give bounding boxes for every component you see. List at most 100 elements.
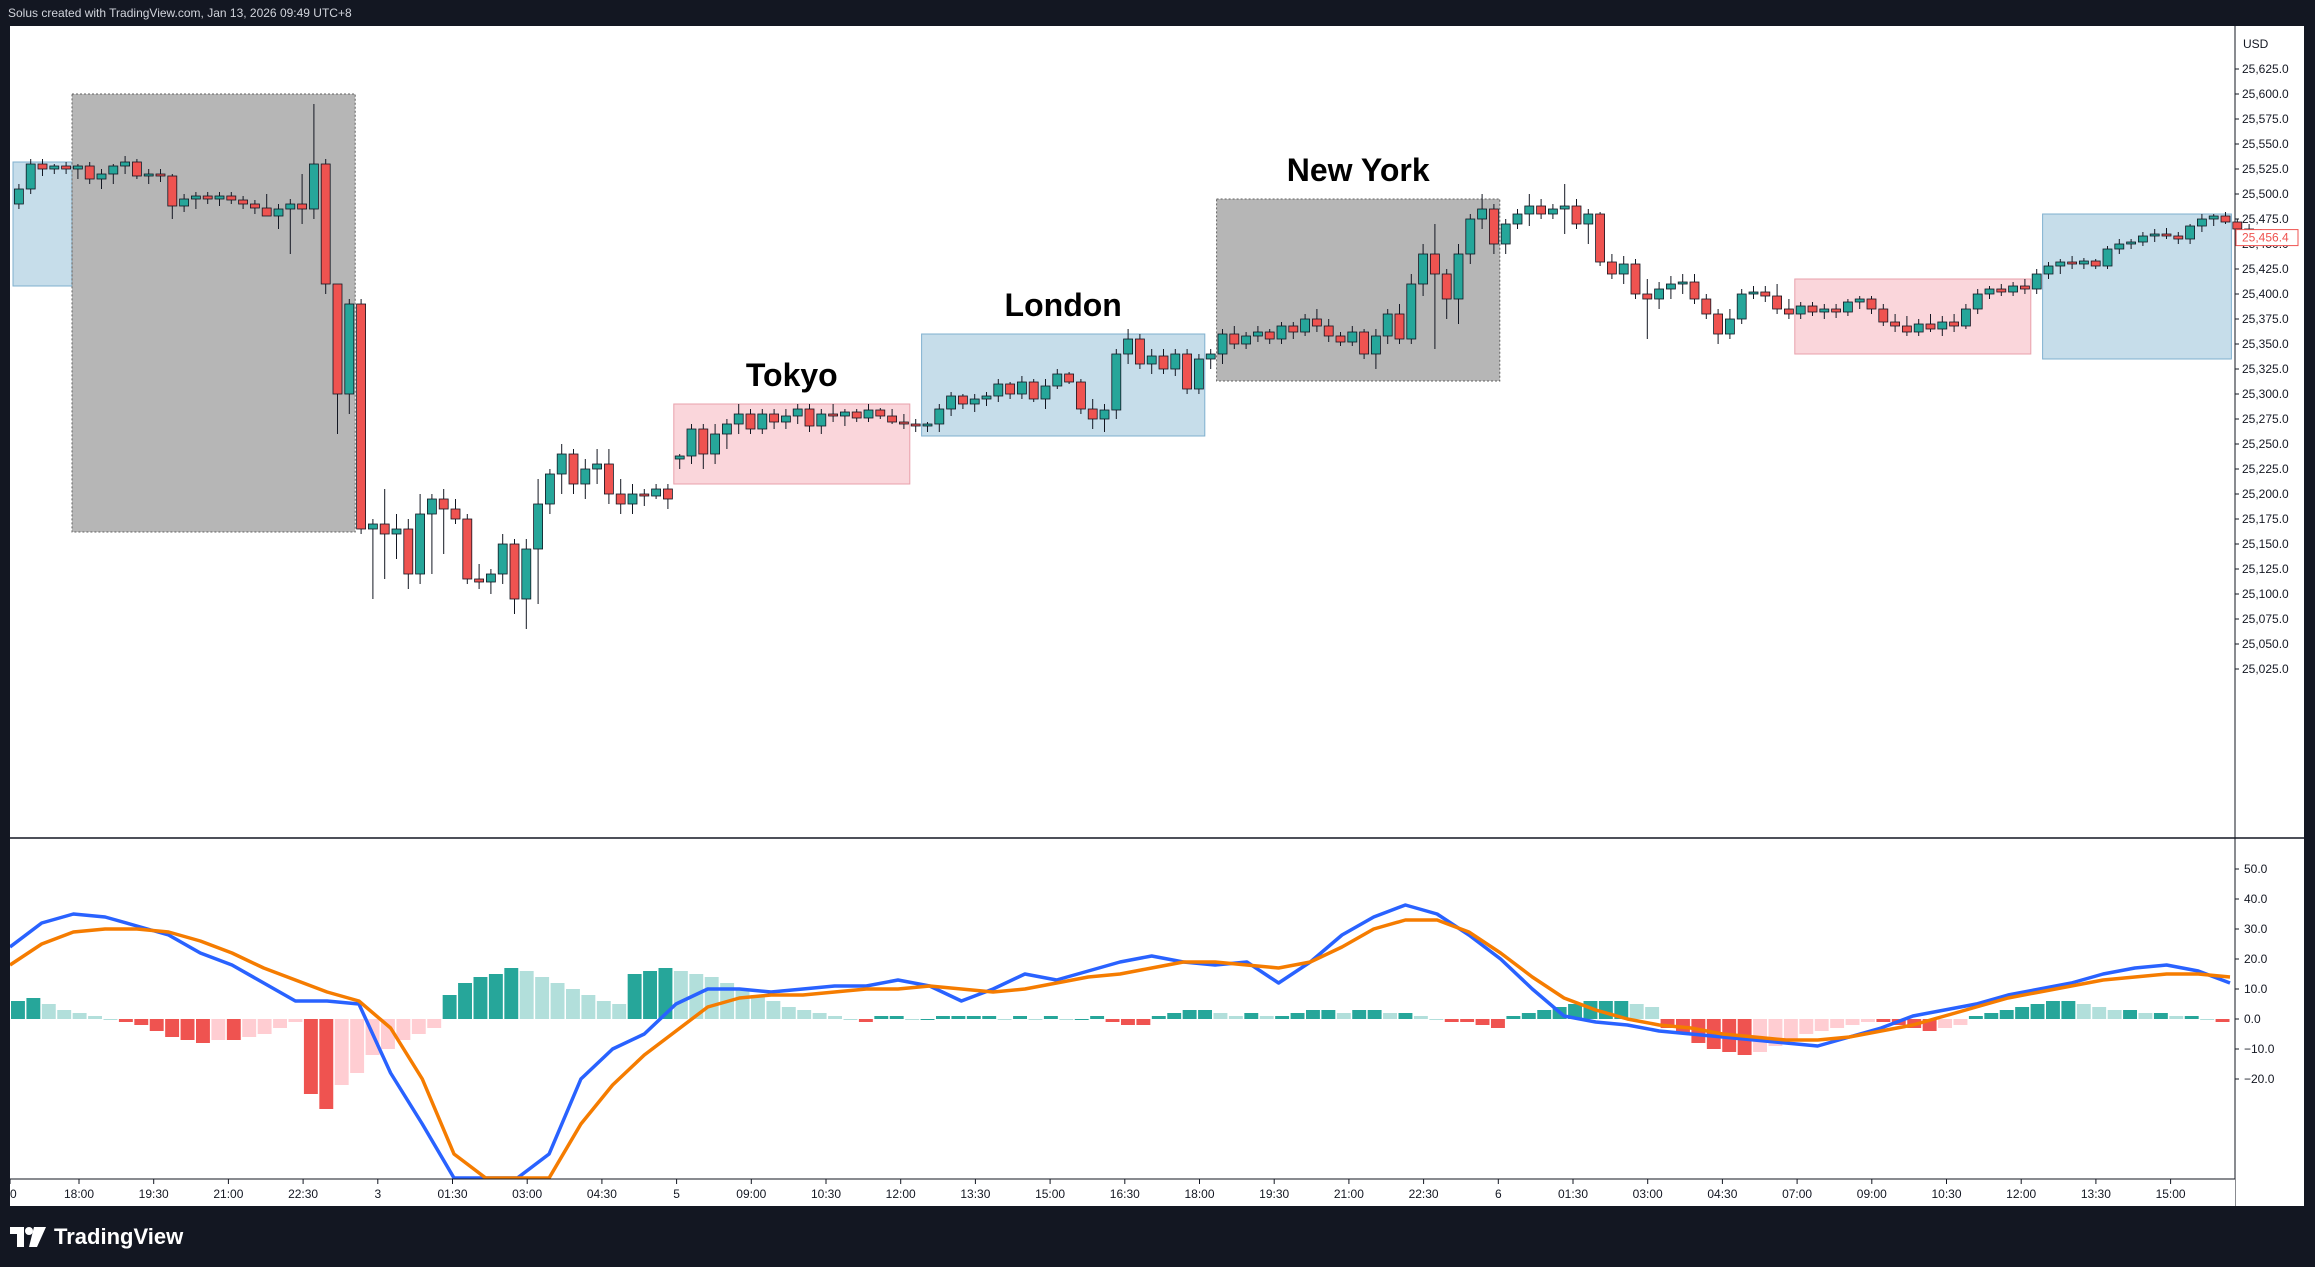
histogram-bar bbox=[1290, 1013, 1305, 1019]
chart-canvas[interactable]: Tokyo London New York USD 25,625.0 25,600.0 25… bbox=[10, 26, 2304, 1206]
time-tick-label: 13:30 bbox=[2081, 1187, 2111, 1201]
time-tick-label: 09:00 bbox=[1857, 1187, 1887, 1201]
candle-body bbox=[828, 413, 838, 417]
histogram-bar bbox=[2184, 1016, 2199, 1019]
time-tick-label: 07:00 bbox=[1782, 1187, 1812, 1201]
histogram-bar bbox=[658, 968, 673, 1019]
indicator-tick-label: 30.0 bbox=[2244, 922, 2268, 936]
candle-body bbox=[2067, 261, 2078, 265]
histogram-bar bbox=[134, 1019, 149, 1025]
candle-body bbox=[167, 175, 178, 207]
histogram-bar bbox=[2200, 1019, 2215, 1020]
histogram-bar bbox=[1198, 1010, 1212, 1019]
histogram-bar bbox=[1336, 1013, 1351, 1019]
candle-body bbox=[1548, 208, 1558, 215]
candle-body bbox=[2149, 233, 2160, 237]
histogram-bar bbox=[2030, 1004, 2045, 1019]
histogram-bar bbox=[1398, 1013, 1413, 1019]
candle-body bbox=[1972, 293, 1983, 310]
candle-body bbox=[1288, 325, 1299, 333]
attribution-bar: Solus created with TradingView.com, Jan … bbox=[0, 0, 2315, 26]
candle-body bbox=[733, 413, 744, 425]
candle-body bbox=[1654, 288, 1664, 300]
candle-body bbox=[356, 303, 367, 530]
histogram-bar bbox=[273, 1019, 287, 1028]
candle-body bbox=[722, 423, 732, 435]
candle-body bbox=[568, 453, 579, 485]
histogram-bar bbox=[1090, 1016, 1105, 1019]
candle-body bbox=[49, 165, 60, 170]
candle-body bbox=[1489, 208, 1499, 245]
histogram-bar bbox=[2061, 1001, 2076, 1019]
histogram-bar bbox=[858, 1019, 873, 1022]
time-tick-label: 01:30 bbox=[1558, 1187, 1588, 1201]
candle-body bbox=[214, 195, 225, 200]
histogram-bar bbox=[57, 1010, 72, 1019]
candle-body bbox=[2090, 260, 2101, 267]
histogram-bar bbox=[2046, 1001, 2060, 1019]
candle-body bbox=[1418, 253, 1428, 285]
candle-body bbox=[1217, 333, 1228, 355]
candle-body bbox=[1465, 218, 1476, 255]
histogram-bar bbox=[1352, 1010, 1367, 1019]
candle-body bbox=[792, 408, 803, 417]
candle-body bbox=[745, 413, 756, 430]
candle-body bbox=[816, 413, 827, 427]
histogram-bar bbox=[396, 1019, 411, 1040]
histogram-bar bbox=[41, 1004, 56, 1019]
histogram-bar bbox=[1151, 1016, 1166, 1019]
candle-body bbox=[1099, 409, 1110, 420]
price-tick-label: 25,475.0 bbox=[2242, 212, 2289, 226]
time-tick-label: 15:00 bbox=[2156, 1187, 2186, 1201]
histogram-bar bbox=[72, 1013, 87, 1019]
histogram-bar bbox=[257, 1019, 272, 1034]
tradingview-logo[interactable]: TradingView bbox=[10, 1220, 183, 1254]
histogram-bar bbox=[26, 998, 41, 1019]
candle-body bbox=[1748, 291, 1759, 295]
candle-body bbox=[1807, 305, 1818, 313]
candle-body bbox=[556, 453, 567, 475]
chart-area[interactable]: Tokyo London New York USD 25,625.0 25,600.0 25… bbox=[10, 26, 2304, 1206]
indicator-tick-label: −10.0 bbox=[2244, 1042, 2275, 1056]
last-price-tag bbox=[2235, 229, 2299, 247]
candle-body bbox=[2232, 221, 2243, 230]
candle-body bbox=[249, 203, 260, 209]
histogram-bar bbox=[828, 1016, 842, 1019]
candle-body bbox=[1253, 331, 1263, 337]
candle-body bbox=[1028, 381, 1039, 400]
histogram-bar bbox=[781, 1007, 796, 1019]
candle-body bbox=[96, 173, 107, 180]
candle-body bbox=[887, 415, 897, 423]
histogram-bar bbox=[566, 989, 580, 1019]
price-tick-label: 25,200.0 bbox=[2242, 487, 2289, 501]
time-tick-label: 21:00 bbox=[1334, 1187, 1364, 1201]
candle-body bbox=[1583, 213, 1594, 225]
time-tick-label: 22:30 bbox=[288, 1187, 318, 1201]
candle-body bbox=[403, 528, 414, 575]
candle-body bbox=[179, 198, 190, 207]
candle-body bbox=[899, 421, 909, 425]
candle-body bbox=[1607, 261, 1617, 275]
time-tick-label: 30 bbox=[10, 1187, 17, 1201]
histogram-bar bbox=[1568, 1004, 1582, 1019]
candle-body bbox=[1111, 353, 1122, 411]
indicator-tick-label: −20.0 bbox=[2244, 1072, 2275, 1086]
histogram-bar bbox=[2138, 1013, 2153, 1019]
histogram-bar bbox=[165, 1019, 180, 1037]
candle-body bbox=[1536, 205, 1546, 215]
session-label: London bbox=[1005, 287, 1122, 323]
histogram-bar bbox=[1799, 1019, 1814, 1034]
session-box bbox=[673, 403, 911, 485]
candle-body bbox=[1512, 213, 1523, 225]
price-tick-label: 25,100.0 bbox=[2242, 587, 2289, 601]
candle-body bbox=[993, 383, 1004, 397]
price-tick-label: 25,525.0 bbox=[2242, 162, 2289, 176]
candle-body bbox=[2220, 215, 2231, 223]
histogram-bar bbox=[1629, 1004, 1644, 1019]
candle-body bbox=[1264, 331, 1275, 340]
signal-line bbox=[10, 918, 2231, 1180]
histogram-bar bbox=[1460, 1019, 1475, 1022]
candle-body bbox=[639, 493, 650, 497]
candle-body bbox=[1135, 338, 1145, 365]
candle-body bbox=[851, 411, 862, 419]
